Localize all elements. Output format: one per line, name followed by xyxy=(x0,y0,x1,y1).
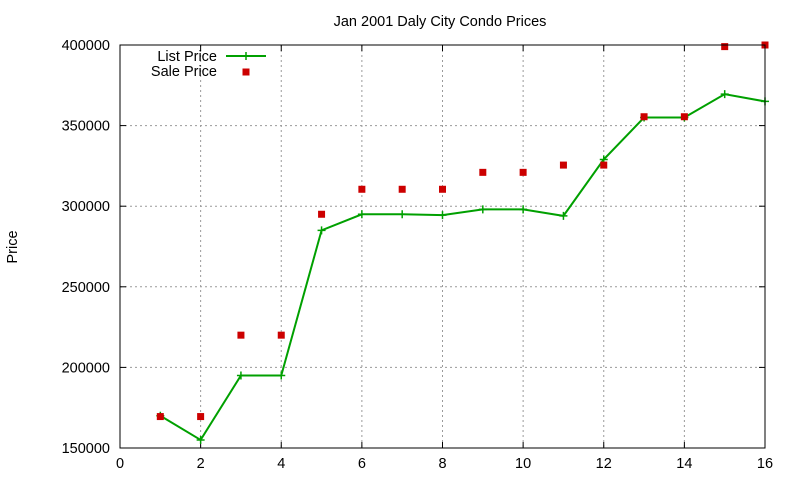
list-price-marker xyxy=(398,210,407,219)
grid xyxy=(120,45,765,448)
x-tick-label: 6 xyxy=(358,456,366,472)
list-price-marker xyxy=(720,90,729,99)
legend-marker-sale-price xyxy=(242,68,250,76)
plot-frame xyxy=(119,44,766,449)
list-price-line xyxy=(159,93,766,442)
y-tick-label: 400000 xyxy=(62,38,110,54)
sale-price-marker xyxy=(479,168,487,176)
y-tick-label: 200000 xyxy=(62,360,110,376)
list-price-marker xyxy=(277,371,286,380)
sale-price-marker xyxy=(398,185,406,193)
list-price-marker xyxy=(357,210,366,219)
list-price-marker xyxy=(559,211,568,220)
list-price-marker xyxy=(519,205,528,214)
y-axis-label: Price xyxy=(5,230,21,263)
legend-label-sale-price: Sale Price xyxy=(151,64,217,80)
series-list-price xyxy=(156,90,769,444)
sale-price-marker xyxy=(197,413,205,421)
sale-price-marker xyxy=(156,413,164,421)
sale-price-marker xyxy=(519,168,527,176)
y-tick-label: 350000 xyxy=(62,119,110,135)
list-price-marker xyxy=(438,211,447,220)
y-tick-label: 300000 xyxy=(62,199,110,215)
sale-price-marker xyxy=(318,210,326,218)
sale-price-marker xyxy=(721,43,729,51)
sale-price-marker xyxy=(680,113,688,121)
sale-price-marker xyxy=(358,185,366,193)
x-tick-label: 8 xyxy=(438,456,446,472)
x-tick-label: 4 xyxy=(277,456,285,472)
sale-price-marker xyxy=(640,113,648,121)
sale-price-marker xyxy=(559,161,567,169)
y-tick-label: 250000 xyxy=(62,280,110,296)
list-price-marker xyxy=(317,226,326,235)
x-tick-label: 12 xyxy=(596,456,612,472)
x-tick-label: 14 xyxy=(676,456,692,472)
chart-title: Jan 2001 Daly City Condo Prices xyxy=(334,14,547,30)
list-price-marker xyxy=(196,435,205,444)
x-tick-label: 2 xyxy=(197,456,205,472)
x-tick-label: 16 xyxy=(757,456,773,472)
series-sale-price xyxy=(156,41,769,421)
sale-price-marker xyxy=(237,331,245,339)
list-price-marker xyxy=(236,371,245,380)
sale-price-marker xyxy=(277,331,285,339)
x-tick-label: 0 xyxy=(116,456,124,472)
x-tick-label: 10 xyxy=(515,456,531,472)
legend-label-list-price: List Price xyxy=(157,49,217,65)
axis-ticks: 0 2 4 6 8 10 12 14 16 150000 200000 250000 300000 350… xyxy=(62,38,773,472)
legend-marker-list-price xyxy=(242,52,250,60)
y-tick-label: 150000 xyxy=(62,441,110,457)
sale-price-marker xyxy=(439,185,446,193)
sale-price-marker xyxy=(600,161,608,169)
list-price-marker xyxy=(478,205,487,214)
